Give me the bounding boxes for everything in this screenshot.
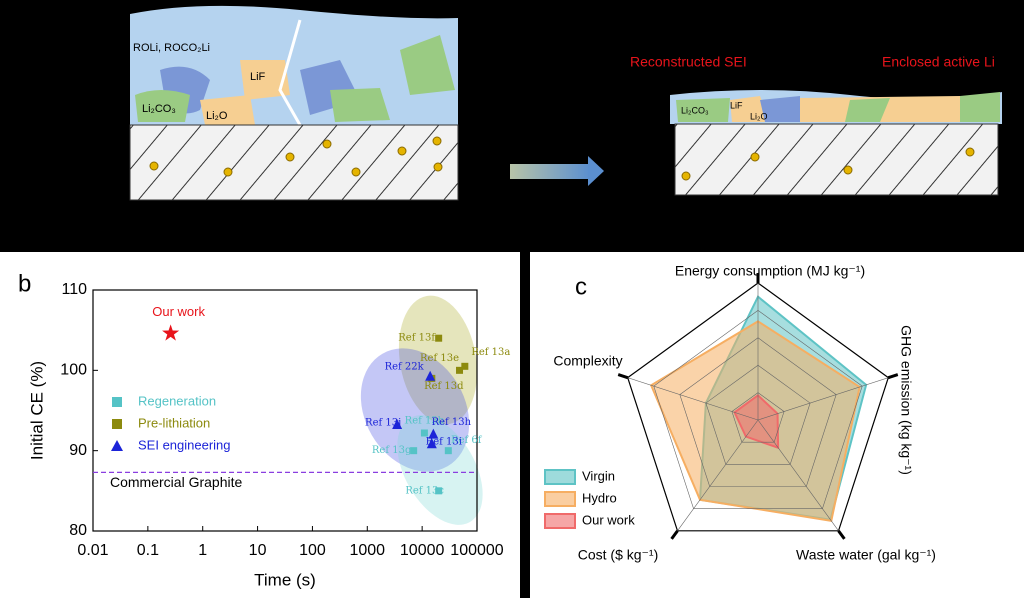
radar-axis-label: Complexity [553,353,622,369]
axis-cap [670,529,679,540]
y-tick-label: 80 [69,522,87,539]
caption: Reconstructed SEI [630,54,747,70]
ellipses [360,295,483,525]
legend-label: SEI engineering [138,437,231,452]
label: ROLi, ROCO₂Li [133,42,210,54]
x-tick-label: 0.01 [77,542,108,559]
spoke [677,419,759,532]
legend-marker [111,440,123,451]
panel-b [0,252,520,598]
point-label: Ref 13f [398,333,436,344]
point [435,487,443,495]
x-tick-label: 10000 [400,542,445,559]
point [428,428,439,439]
axis-cap [617,373,629,380]
panel-letter: c [575,273,587,300]
point [425,370,436,381]
point [410,447,418,455]
label: Li₂O [206,110,228,122]
axis-cap [837,529,846,540]
highlight-point [162,324,180,341]
sei-diagram [129,5,1002,201]
label: Li₂CO₃ [681,105,709,115]
legend-label: Regeneration [138,393,216,408]
legend-label: Our work [582,512,635,527]
legend-marker [112,397,122,407]
point [392,418,403,429]
highlight-label: Our work [152,304,205,319]
point-label: Ref 13c [405,485,444,496]
point-label: Ref 13a [471,347,510,358]
point-label: Ref 13g [372,445,412,456]
y-tick-label: 90 [69,442,87,459]
x-axis-label: Time (s) [254,570,316,589]
y-axis-label: Initial CE (%) [27,361,46,460]
legend-marker [544,513,576,529]
x-tick-label: 0.1 [137,542,159,559]
point-label: Ref 6f [451,435,483,446]
x-tick-label: 1 [198,542,207,559]
point-label: Ref 13h [432,417,472,428]
grid-ring [653,310,863,509]
spoke [627,377,759,421]
legend-marker [544,469,576,485]
point [444,447,452,455]
legend-label: Virgin [582,468,615,483]
axis-cap [887,373,899,380]
x-tick-label: 100000 [450,542,503,559]
label: LiF [250,71,266,83]
label: LiF [730,100,743,110]
radar-axis-label: Cost ($ kg⁻¹) [578,547,659,563]
point-label: Ref 13e [420,353,459,364]
point [426,438,437,449]
legend-label: Hydro [582,490,617,505]
point-label: Ref 13b [405,415,444,426]
point-label: Ref 13i [426,437,462,448]
radar-axis-label: Waste water (gal kg⁻¹) [796,547,936,563]
grid-ring [731,392,785,443]
label: Li₂O [750,111,768,121]
plot-frame [92,289,478,532]
legend-marker [544,491,576,507]
panel-letter: b [18,270,31,297]
x-tick-label: 1000 [349,542,385,559]
point [461,362,469,370]
point-label: Ref 22k [385,361,425,372]
x-tick-label: 100 [299,542,326,559]
y-tick-label: 110 [61,281,87,298]
grid-ring [679,337,837,487]
legend-marker [112,419,122,429]
label: Li₂CO₃ [142,103,176,115]
point [456,366,464,374]
x-tick-label: 10 [249,542,267,559]
legend-label: Pre-lithiation [138,415,210,430]
point-label: Ref 13d [424,381,464,392]
caption: Enclosed active Li [882,54,995,70]
radar-axis-label: Energy consumption (MJ kg⁻¹) [675,263,865,279]
point [435,334,443,342]
spoke [757,377,889,421]
grid-ring [705,364,811,465]
y-tick-label: 100 [60,362,87,379]
reference-label: Commercial Graphite [110,474,242,490]
grid-ring [626,282,890,532]
spoke [757,419,839,532]
radar-axis-label: GHG emission (kg kg⁻¹) [898,325,914,475]
point [420,429,428,437]
point-label: Ref 13j [365,417,401,428]
